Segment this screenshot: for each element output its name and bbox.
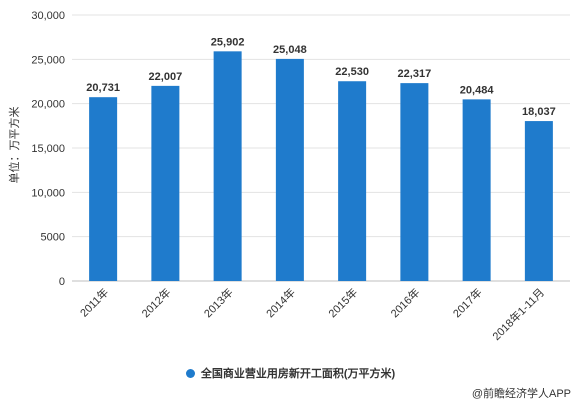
legend-label: 全国商业营业用房新开工面积(万平方米) xyxy=(200,368,396,380)
y-tick-label: 30,000 xyxy=(31,10,65,22)
data-label: 20,484 xyxy=(460,84,495,96)
data-label: 22,530 xyxy=(335,66,369,78)
y-tick-label: 20,000 xyxy=(31,99,65,111)
legend-marker xyxy=(185,368,195,378)
x-tick-label: 2013年 xyxy=(201,285,236,320)
bar xyxy=(89,97,118,281)
bar xyxy=(338,81,367,281)
x-tick-label: 2011年 xyxy=(77,285,111,319)
y-tick-label: 25,000 xyxy=(31,54,65,66)
y-tick-label: 0 xyxy=(59,276,65,288)
x-tick-label: 2016年 xyxy=(388,285,423,320)
y-tick-label: 15,000 xyxy=(31,143,65,155)
bars xyxy=(89,51,553,282)
bar xyxy=(213,51,242,281)
data-label: 18,037 xyxy=(522,106,556,118)
x-axis-ticks: 2011年 2012年 2013年 2014年 2015年 2016年 2017年 2018年… xyxy=(77,285,547,343)
x-tick-label: 2017年 xyxy=(450,285,485,320)
x-tick-label: 2015年 xyxy=(325,285,360,320)
x-tick-label: 2018年1-11月 xyxy=(489,285,547,343)
bar xyxy=(275,58,304,282)
bar xyxy=(462,99,491,281)
source-credit: @前瞻经济学人APP xyxy=(471,388,571,400)
data-labels: 20,731 22,007 25,902 25,048 22,530 22,317 20,4… xyxy=(86,36,555,118)
y-axis-label: 单位：万平方米 xyxy=(7,107,21,184)
data-label: 20,731 xyxy=(86,82,120,94)
x-tick-label: 2012年 xyxy=(139,285,174,320)
y-axis-ticks: 0 5000 10,000 15,000 20,000 25,000 30,000 xyxy=(31,10,65,288)
y-tick-label: 5000 xyxy=(41,232,65,244)
data-label: 25,902 xyxy=(211,36,245,48)
data-label: 22,007 xyxy=(149,71,183,83)
x-tick-label: 2014年 xyxy=(263,285,298,320)
bar xyxy=(400,83,429,282)
y-tick-label: 10,000 xyxy=(31,187,65,199)
legend: 全国商业营业用房新开工面积(万平方米) xyxy=(0,365,581,381)
data-label: 22,317 xyxy=(398,68,432,80)
bar xyxy=(524,121,553,281)
bar xyxy=(151,85,180,281)
gridlines xyxy=(72,14,570,282)
data-label: 25,048 xyxy=(273,44,307,56)
